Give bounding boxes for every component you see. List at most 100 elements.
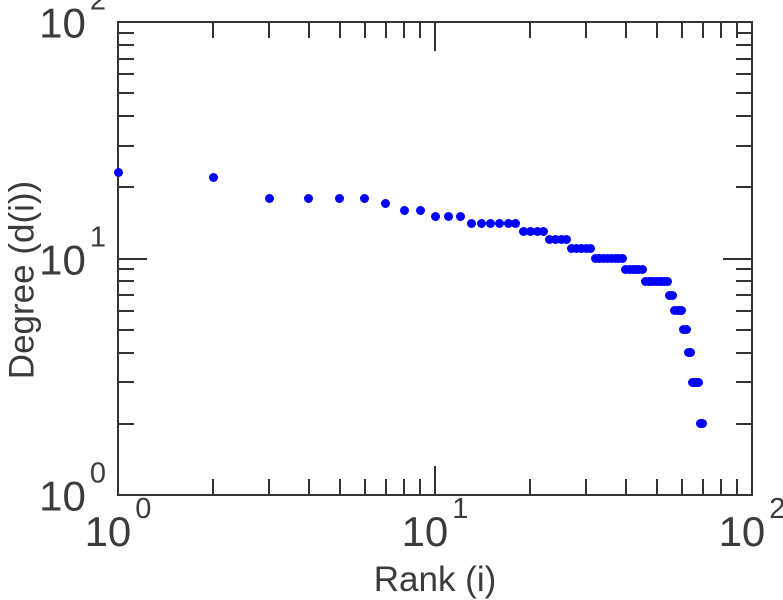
x-axis-tick-top [655,23,658,38]
x-axis-tick-bottom [434,466,436,494]
y-axis-tick-right [736,294,751,297]
y-axis-tick-left [119,381,134,384]
data-point [113,168,123,178]
data-point [577,244,587,254]
y-axis-tick-right [736,280,751,283]
tick-label-exponent: 0 [89,457,106,490]
x-axis-tick-top [268,23,271,38]
data-point [556,235,566,245]
x-axis-tick-label: 10 1 [401,495,469,555]
y-axis-tick-right [736,92,751,95]
y-axis-tick-left [119,294,134,297]
x-axis-tick-bottom [212,479,215,494]
data-point [208,173,218,183]
data-point [518,227,528,237]
y-axis-tick-right [736,328,751,331]
y-axis-tick-left [119,494,147,496]
x-axis-tick-label: 10 0 [84,495,152,555]
tick-label-base: 10 [39,0,86,47]
data-point [511,219,521,229]
x-axis-tick-bottom [701,479,704,494]
data-point [476,219,486,229]
x-axis-tick-top [338,23,341,38]
data-point [532,227,542,237]
data-point [455,212,465,222]
y-axis-tick-label: 10 0 [39,459,106,520]
tick-label-base: 10 [39,236,86,283]
y-axis-tick-left [119,115,134,118]
y-axis-label: Degree (d(i)) [2,180,42,380]
data-point [698,419,708,429]
tick-label-base: 10 [39,472,86,520]
data-point [567,244,577,254]
data-point [539,227,549,237]
y-axis-tick-right [723,494,751,496]
y-axis-tick-right [736,309,751,312]
data-point [581,244,591,254]
x-axis-tick-bottom [680,479,683,494]
x-axis-tick-top [720,23,723,38]
y-axis-tick-right [736,115,751,118]
y-axis-tick-right [736,57,751,60]
y-axis-tick-right [723,21,751,23]
data-point [551,235,561,245]
x-axis-tick-bottom [384,479,387,494]
x-axis-tick-label: 10 2 [718,495,783,555]
data-point [677,306,687,316]
x-axis-tick-bottom [307,479,310,494]
x-axis-label: Rank (i) [373,560,497,599]
y-axis-tick-right [736,268,751,271]
data-point [525,227,535,237]
data-point [617,254,627,263]
y-axis-tick-right [723,257,751,260]
y-axis-tick-left [119,92,134,95]
tick-label-base: 10 [84,508,132,555]
data-point [399,205,409,215]
x-axis-tick-bottom [624,479,627,494]
y-axis-tick-left [119,309,134,312]
tick-label-base: 10 [401,508,449,555]
x-axis-tick-top [384,23,387,38]
data-point [686,348,696,358]
tick-label-exponent: 1 [89,221,106,253]
y-axis-tick-right [736,186,751,189]
y-axis-tick-left [119,21,147,23]
x-axis-tick-bottom [419,479,422,494]
x-axis-tick-top [624,23,627,38]
x-axis-tick-top [363,23,366,38]
data-point [545,235,555,245]
x-axis-tick-bottom [363,479,366,494]
data-point [335,193,345,203]
data-point [637,264,647,274]
x-axis-tick-top [529,23,532,38]
data-point [430,212,440,222]
x-axis-tick-bottom [338,479,341,494]
data-point [443,212,453,222]
data-point [415,205,425,215]
x-axis-tick-bottom [585,479,588,494]
data-point [681,325,691,335]
x-axis-tick-bottom [751,466,753,494]
y-axis-tick-left [119,268,134,271]
y-axis-tick-left [119,422,134,425]
x-axis-tick-bottom [117,466,119,494]
x-axis-tick-bottom [529,479,532,494]
y-axis-tick-left [119,257,147,260]
y-axis-tick-label: 10 1 [39,223,106,283]
x-axis-tick-top [403,23,406,38]
data-point [466,219,476,229]
y-axis-tick-left [119,328,134,331]
data-point [495,219,505,229]
x-axis-tick-bottom [736,479,739,494]
data-point [264,193,274,203]
x-axis-tick-bottom [655,479,658,494]
x-axis-tick-top [434,23,436,51]
data-point [381,199,391,209]
x-axis-tick-bottom [403,479,406,494]
y-axis-tick-left [119,186,134,189]
y-axis-tick-left [119,43,134,46]
y-axis-tick-label: 10 2 [39,0,106,45]
x-axis-tick-top [212,23,215,38]
tick-label-base: 10 [718,508,766,555]
